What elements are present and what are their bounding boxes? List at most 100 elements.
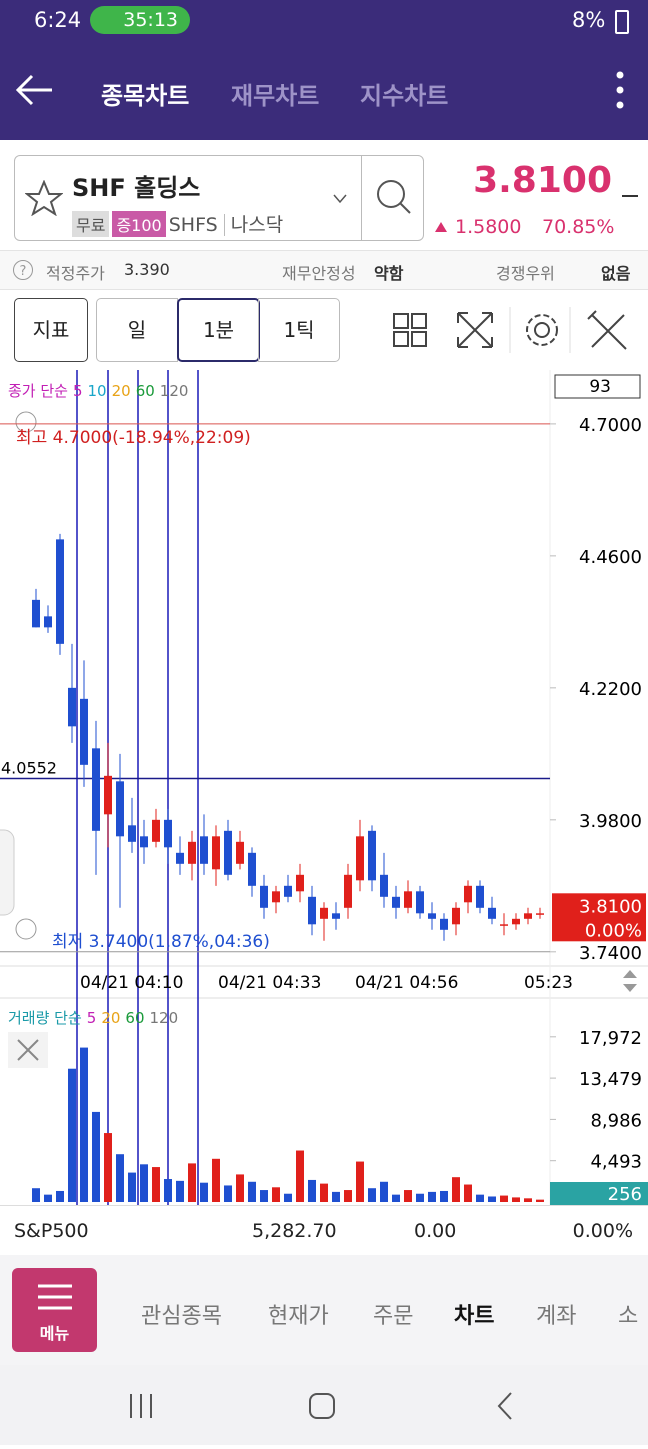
candle-body (80, 698, 88, 765)
candle-body (32, 599, 40, 628)
tab[interactable]: 재무차트 (231, 82, 320, 110)
help-icon[interactable]: ? (12, 259, 34, 281)
indicator-button[interactable]: 지표 (14, 298, 88, 362)
volume-bar (272, 1187, 280, 1202)
last-price: 3.8100 (579, 896, 642, 917)
star-icon[interactable] (25, 180, 63, 216)
legend-period: 20 (101, 1009, 120, 1027)
candle-body (128, 825, 136, 842)
tab[interactable]: 지수차트 (360, 82, 449, 110)
x-label: 05:23 (524, 973, 573, 993)
candle-body (272, 891, 280, 903)
y-tick-label: 3.7400 (579, 943, 642, 964)
status-bar: 6:24 35:13 8% (0, 0, 648, 40)
stock-box[interactable]: SHF 홀딩스 무료 증100 SHFS 나스닥 (14, 155, 424, 241)
volume-bar (212, 1158, 220, 1202)
candle-body (236, 841, 244, 864)
y-tick-label: 4.4600 (579, 547, 642, 568)
call-timer[interactable]: 35:13 (90, 6, 190, 34)
volume-bar (320, 1183, 328, 1202)
info-label: 적정주가 (46, 264, 105, 283)
bottom-nav: 메뉴 (0, 1255, 648, 1365)
volume-bar (188, 1163, 196, 1202)
stock-name: SHF 홀딩스 (72, 174, 201, 202)
volume-bar (284, 1193, 292, 1202)
volume-bar (440, 1190, 448, 1202)
candle-body (464, 885, 472, 903)
candle-body (212, 836, 220, 870)
candle-body (452, 907, 460, 925)
volume-bar (56, 1190, 64, 1202)
candle-body (188, 841, 196, 864)
index-value: 5,282.70 (252, 1220, 337, 1242)
menu-label: 메뉴 (39, 1324, 70, 1343)
volume-bar (512, 1197, 520, 1202)
volume-bar (248, 1181, 256, 1202)
volume-bar (356, 1161, 364, 1202)
candle-body (392, 896, 400, 908)
nav-item[interactable]: 계좌 (536, 1304, 577, 1329)
price-change: 1.5800 (455, 216, 522, 238)
info-value: 3.390 (124, 260, 170, 279)
last-price-box (552, 893, 646, 942)
legend-period: 120 (150, 1009, 179, 1027)
search-button[interactable] (361, 156, 424, 240)
candle-body (152, 819, 160, 842)
index-row: S&P500 5,282.70 0.00 0.00% (0, 1205, 648, 1256)
candle-body (488, 907, 496, 919)
volume-bar (32, 1188, 40, 1202)
reference-label: 4.0552 (1, 758, 57, 777)
legend-period: 5 (87, 1009, 97, 1027)
volume-bar (152, 1167, 160, 1202)
tab[interactable]: 종목차트 (101, 82, 190, 110)
candle-body (44, 616, 52, 628)
candle-body (380, 874, 388, 897)
price-trend (622, 195, 638, 197)
more-button[interactable] (610, 70, 630, 110)
scroll-arrows[interactable] (623, 970, 637, 992)
volume-bar (176, 1180, 184, 1202)
candle-body (260, 885, 268, 908)
volume-bar (536, 1199, 544, 1202)
candle-body (536, 913, 544, 915)
badge: 무료 (72, 211, 110, 237)
index-change: 0.00 (414, 1220, 457, 1242)
volume-bar (92, 1111, 100, 1202)
period-button[interactable]: 1틱 (258, 298, 340, 362)
back-button[interactable] (14, 72, 56, 108)
nav-item[interactable]: 현재가 (268, 1304, 329, 1329)
tool-icons[interactable] (380, 305, 640, 355)
candle-body (176, 852, 184, 864)
nav-item[interactable]: 주문 (373, 1304, 414, 1329)
badge: 증100 (112, 211, 166, 237)
nav-item[interactable]: 소 (618, 1304, 639, 1329)
zoom-in[interactable] (15, 411, 37, 433)
y-tick-label: 4.7000 (579, 415, 642, 436)
candle-body (524, 913, 532, 919)
zoom-out[interactable] (15, 918, 37, 940)
candle-body (308, 896, 316, 925)
volume-bar (44, 1194, 52, 1202)
y-tick-label: 3.9800 (579, 811, 642, 832)
legend-period: 20 (112, 382, 131, 400)
last-pct: 0.00% (585, 920, 642, 941)
candle-body (164, 819, 172, 848)
info-value: 없음 (601, 264, 631, 283)
header: 종목차트 재무차트 지수차트 (0, 40, 648, 140)
drag-handle[interactable] (0, 829, 15, 916)
info-label: 경쟁우위 (496, 264, 555, 283)
volume-bar (164, 1179, 172, 1202)
nav-item[interactable]: 차트 (454, 1304, 495, 1329)
period-button[interactable]: 일 (96, 298, 178, 362)
info-value: 약함 (374, 264, 404, 283)
menu-button[interactable]: 메뉴 (12, 1268, 97, 1352)
market: 나스닥 (223, 214, 284, 236)
candle-body (320, 907, 328, 919)
close-icon (17, 1039, 39, 1061)
ticker: SHFS (168, 214, 218, 236)
volume-bar (428, 1191, 436, 1202)
nav-item[interactable]: 관심종목 (141, 1304, 222, 1329)
candle-body (116, 781, 124, 837)
x-label: 04/21 04:33 (218, 973, 321, 993)
period-button[interactable]: 1분 (177, 298, 260, 362)
